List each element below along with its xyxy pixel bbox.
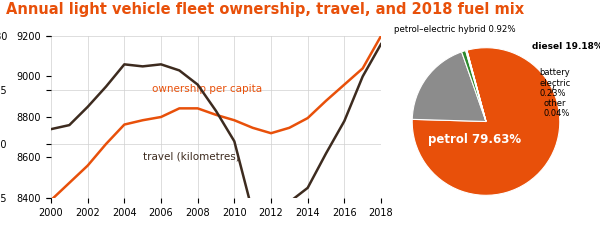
- Text: other
0.04%: other 0.04%: [544, 99, 570, 118]
- Wedge shape: [412, 52, 486, 122]
- Wedge shape: [461, 51, 486, 122]
- Text: petrol 79.63%: petrol 79.63%: [428, 133, 521, 146]
- Text: ownership per capita: ownership per capita: [152, 84, 262, 94]
- Text: Annual light vehicle fleet ownership, travel, and 2018 fuel mix: Annual light vehicle fleet ownership, tr…: [6, 2, 524, 17]
- Wedge shape: [467, 50, 486, 122]
- Text: battery
electric
0.23%: battery electric 0.23%: [539, 68, 571, 98]
- Text: petrol–electric hybrid 0.92%: petrol–electric hybrid 0.92%: [394, 25, 516, 34]
- Wedge shape: [466, 50, 486, 122]
- Text: travel (kilometres): travel (kilometres): [143, 152, 239, 162]
- Wedge shape: [412, 48, 560, 195]
- Text: diesel 19.18%: diesel 19.18%: [532, 42, 600, 51]
